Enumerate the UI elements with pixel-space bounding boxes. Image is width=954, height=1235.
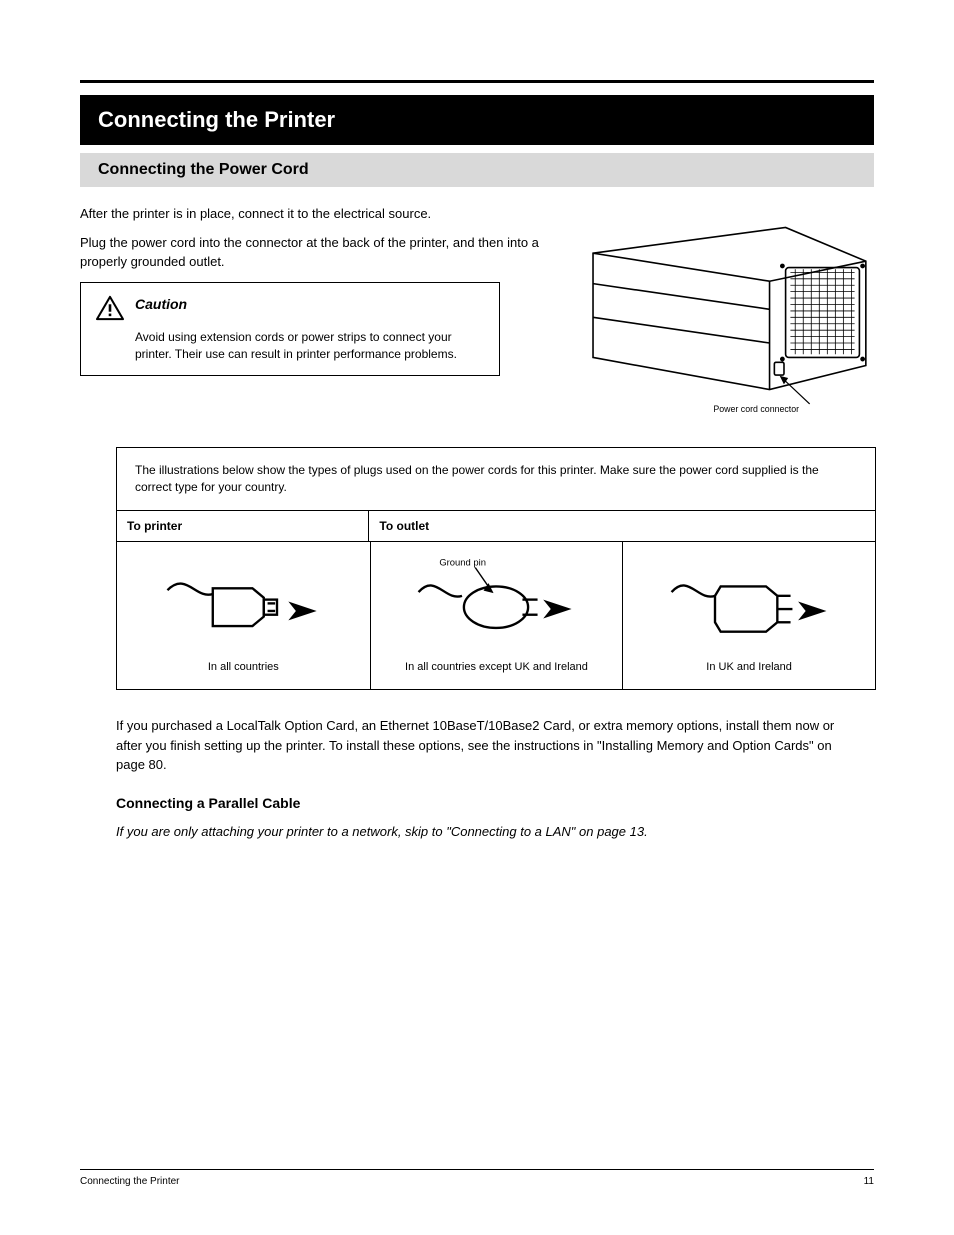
printer-illustration: Power cord connector xyxy=(585,205,874,419)
page-subtitle: Connecting the Power Cord xyxy=(80,153,874,187)
cord-header-left: To printer xyxy=(117,511,369,541)
uk-plug-icon xyxy=(664,554,834,649)
section-heading: Connecting a Parallel Cable xyxy=(116,793,838,814)
footer-right: 11 xyxy=(864,1176,874,1187)
footer-left: Connecting the Printer xyxy=(80,1176,180,1187)
cord-cell-1-label: In all countries except UK and Ireland xyxy=(381,660,613,675)
intro-text: After the printer is in place, connect i… xyxy=(80,205,567,272)
warning-triangle-icon xyxy=(95,295,125,326)
illustration-caption: Power cord connector xyxy=(714,404,800,414)
cord-cell-2: In UK and Ireland xyxy=(622,542,875,689)
cord-cell-1: Ground pin In all countries except UK an… xyxy=(370,542,623,689)
cord-cell-0: In all countries xyxy=(117,542,370,689)
page-footer: Connecting the Printer 11 xyxy=(80,1169,874,1187)
page-title: Connecting the Printer xyxy=(80,95,874,145)
cord-table-note: The illustrations below show the types o… xyxy=(117,448,875,512)
caution-body: Avoid using extension cords or power str… xyxy=(135,329,485,363)
intro-para-1: After the printer is in place, connect i… xyxy=(80,205,567,224)
body-text: If you purchased a LocalTalk Option Card… xyxy=(116,716,838,841)
iec-plug-icon xyxy=(158,554,328,649)
cord-cell-0-label: In all countries xyxy=(127,660,360,675)
caution-box: Caution Avoid using extension cords or p… xyxy=(80,282,500,376)
cord-cell-2-label: In UK and Ireland xyxy=(633,660,865,675)
ground-pin-label: Ground pin xyxy=(440,558,487,569)
cord-table: The illustrations below show the types o… xyxy=(116,447,876,690)
eu-plug-icon: Ground pin xyxy=(411,554,581,649)
caution-label: Caution xyxy=(135,295,187,315)
top-rule xyxy=(80,80,874,83)
cord-header-right: To outlet xyxy=(369,511,875,541)
body-para-1: If you purchased a LocalTalk Option Card… xyxy=(116,716,838,775)
body-para-2: If you are only attaching your printer t… xyxy=(116,822,838,842)
intro-para-2: Plug the power cord into the connector a… xyxy=(80,234,567,272)
